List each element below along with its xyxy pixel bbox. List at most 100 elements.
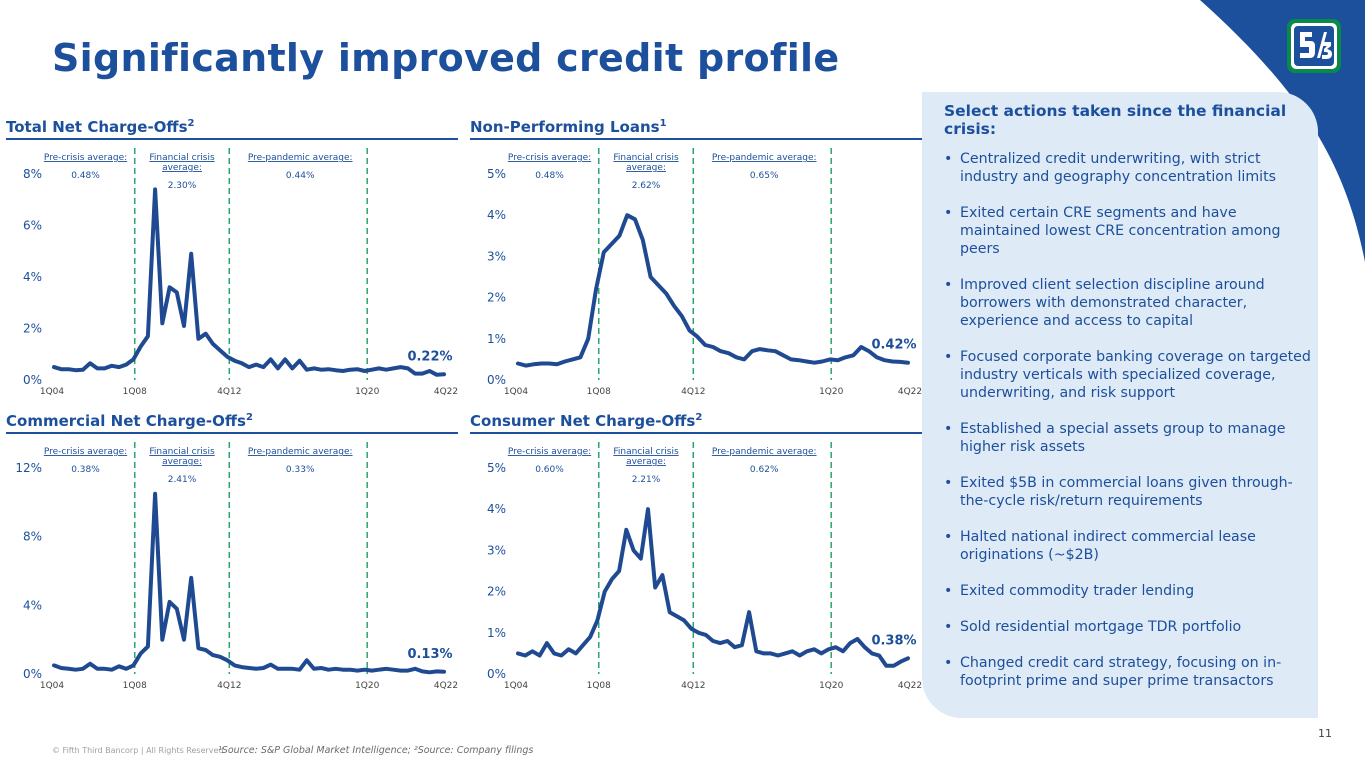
period-label: Pre-crisis average: [44, 153, 127, 163]
end-value-label: 0.38% [871, 633, 916, 648]
y-tick-label: 8% [23, 530, 42, 544]
x-tick-label: 1Q20 [355, 387, 380, 397]
y-tick-label: 2% [487, 585, 506, 599]
actions-list: Centralized credit underwriting, with st… [944, 150, 1314, 708]
period-label: average: [626, 163, 666, 173]
period-label: Pre-crisis average: [508, 447, 591, 457]
chart-title-rule [6, 138, 458, 140]
x-tick-label: 1Q08 [123, 681, 148, 691]
x-tick-label: 1Q08 [587, 387, 612, 397]
y-tick-label: 4% [487, 208, 506, 222]
chart-title-rule [470, 432, 922, 434]
page-title: Significantly improved credit profile [52, 36, 840, 80]
list-item: Halted national indirect commercial leas… [944, 528, 1314, 564]
chart-commercial-net-charge-offs: Commercial Net Charge-Offs2 0% 4% 8% 12% 1Q0… [6, 412, 458, 698]
period-label: Pre-pandemic average: [712, 447, 817, 457]
x-tick-label: 4Q22 [898, 681, 922, 691]
x-tick-label: 4Q22 [434, 387, 458, 397]
list-item: Exited certain CRE segments and have mai… [944, 204, 1314, 258]
y-tick-label: 8% [23, 167, 42, 181]
x-tick-label: 1Q04 [40, 387, 65, 397]
y-tick-label: 5% [487, 461, 506, 475]
series-line [52, 491, 446, 675]
y-tick-label: 5% [487, 167, 506, 181]
chart-title: Consumer Net Charge-Offs2 [470, 412, 703, 430]
period-value: 0.65% [750, 171, 779, 181]
period-value: 2.30% [168, 181, 197, 191]
y-tick-label: 0% [23, 667, 42, 681]
y-tick-label: 4% [23, 270, 42, 284]
y-tick-label: 1% [487, 332, 506, 346]
chart-title-rule [6, 432, 458, 434]
period-value: 0.60% [535, 465, 564, 475]
actions-panel: Select actions taken since the financial… [922, 92, 1318, 718]
y-tick-label: 3% [487, 543, 506, 557]
x-tick-label: 1Q08 [123, 387, 148, 397]
list-item: Sold residential mortgage TDR portfolio [944, 618, 1314, 636]
end-value-label: 0.22% [407, 349, 452, 364]
period-label: Pre-pandemic average: [248, 153, 353, 163]
x-tick-label: 1Q20 [819, 387, 844, 397]
period-value: 2.41% [168, 475, 197, 485]
x-tick-label: 1Q04 [504, 387, 529, 397]
x-tick-label: 1Q08 [587, 681, 612, 691]
actions-panel-title: Select actions taken since the financial… [944, 102, 1287, 138]
chart-plot: 0% 1% 2% 3% 4% 5% 1Q04 1Q08 4Q12 1Q20 4Q22 Pre-cris… [487, 148, 922, 397]
x-tick-label: 1Q20 [819, 681, 844, 691]
chart-total-net-charge-offs: Total Net Charge-Offs2 0% 2% 4% 6% 8% 1Q04 1Q0… [6, 118, 458, 404]
period-label: Pre-crisis average: [508, 153, 591, 163]
x-tick-label: 1Q20 [355, 681, 380, 691]
chart-title: Commercial Net Charge-Offs2 [6, 412, 253, 430]
period-label: average: [162, 163, 202, 173]
period-value: 2.21% [632, 475, 661, 485]
list-item: Established a special assets group to ma… [944, 420, 1314, 456]
period-value: 0.33% [286, 465, 315, 475]
list-item: Improved client selection discipline aro… [944, 276, 1314, 330]
period-label: average: [162, 457, 202, 467]
chart-plot: 0% 4% 8% 12% 1Q04 1Q08 4Q12 1Q20 4Q22 Pre-crisis … [15, 442, 458, 691]
chart-non-performing-loans: Non-Performing Loans1 0% 1% 2% 3% 4% 5% 1Q04 1Q… [470, 118, 922, 404]
x-tick-label: 4Q22 [434, 681, 458, 691]
x-tick-label: 1Q04 [504, 681, 529, 691]
y-tick-label: 1% [487, 626, 506, 640]
series-line [516, 507, 910, 668]
y-tick-label: 0% [487, 373, 506, 387]
y-tick-label: 2% [23, 322, 42, 336]
period-label: Financial crisis [613, 447, 679, 457]
x-tick-label: 4Q12 [681, 681, 705, 691]
chart-plot: 0% 2% 4% 6% 8% 1Q04 1Q08 4Q12 1Q20 4Q22 Pre-crisis… [23, 148, 458, 397]
period-label: Financial crisis [613, 153, 679, 163]
chart-plot: 0% 1% 2% 3% 4% 5% 1Q04 1Q08 4Q12 1Q20 4Q22 Pre-cris… [487, 442, 922, 691]
end-value-label: 0.42% [871, 338, 916, 353]
fifth-third-logo [1286, 18, 1342, 74]
x-tick-label: 4Q22 [898, 387, 922, 397]
y-tick-label: 12% [15, 461, 42, 475]
period-value: 0.48% [71, 171, 100, 181]
page-number: 11 [1318, 727, 1332, 740]
y-tick-label: 2% [487, 291, 506, 305]
x-tick-label: 1Q04 [40, 681, 65, 691]
chart-title: Total Net Charge-Offs2 [6, 118, 195, 136]
series-line [516, 213, 910, 368]
period-value: 0.44% [286, 171, 315, 181]
y-tick-label: 0% [23, 373, 42, 387]
y-tick-label: 4% [487, 502, 506, 516]
period-label: Financial crisis [149, 447, 215, 457]
period-label: Financial crisis [149, 153, 215, 163]
list-item: Focused corporate banking coverage on ta… [944, 348, 1314, 402]
footer-source-note: ¹Source: S&P Global Market Intelligence;… [218, 745, 534, 756]
list-item: Centralized credit underwriting, with st… [944, 150, 1314, 186]
period-label: Pre-pandemic average: [712, 153, 817, 163]
period-label: average: [626, 457, 666, 467]
list-item: Exited $5B in commercial loans given thr… [944, 474, 1314, 510]
period-label: Pre-crisis average: [44, 447, 127, 457]
x-tick-label: 4Q12 [217, 681, 241, 691]
y-tick-label: 0% [487, 667, 506, 681]
list-item: Exited commodity trader lending [944, 582, 1314, 600]
chart-title: Non-Performing Loans1 [470, 118, 667, 136]
x-tick-label: 4Q12 [217, 387, 241, 397]
y-tick-label: 3% [487, 249, 506, 263]
period-value: 2.62% [632, 181, 661, 191]
period-value: 0.38% [71, 465, 100, 475]
period-value: 0.62% [750, 465, 779, 475]
